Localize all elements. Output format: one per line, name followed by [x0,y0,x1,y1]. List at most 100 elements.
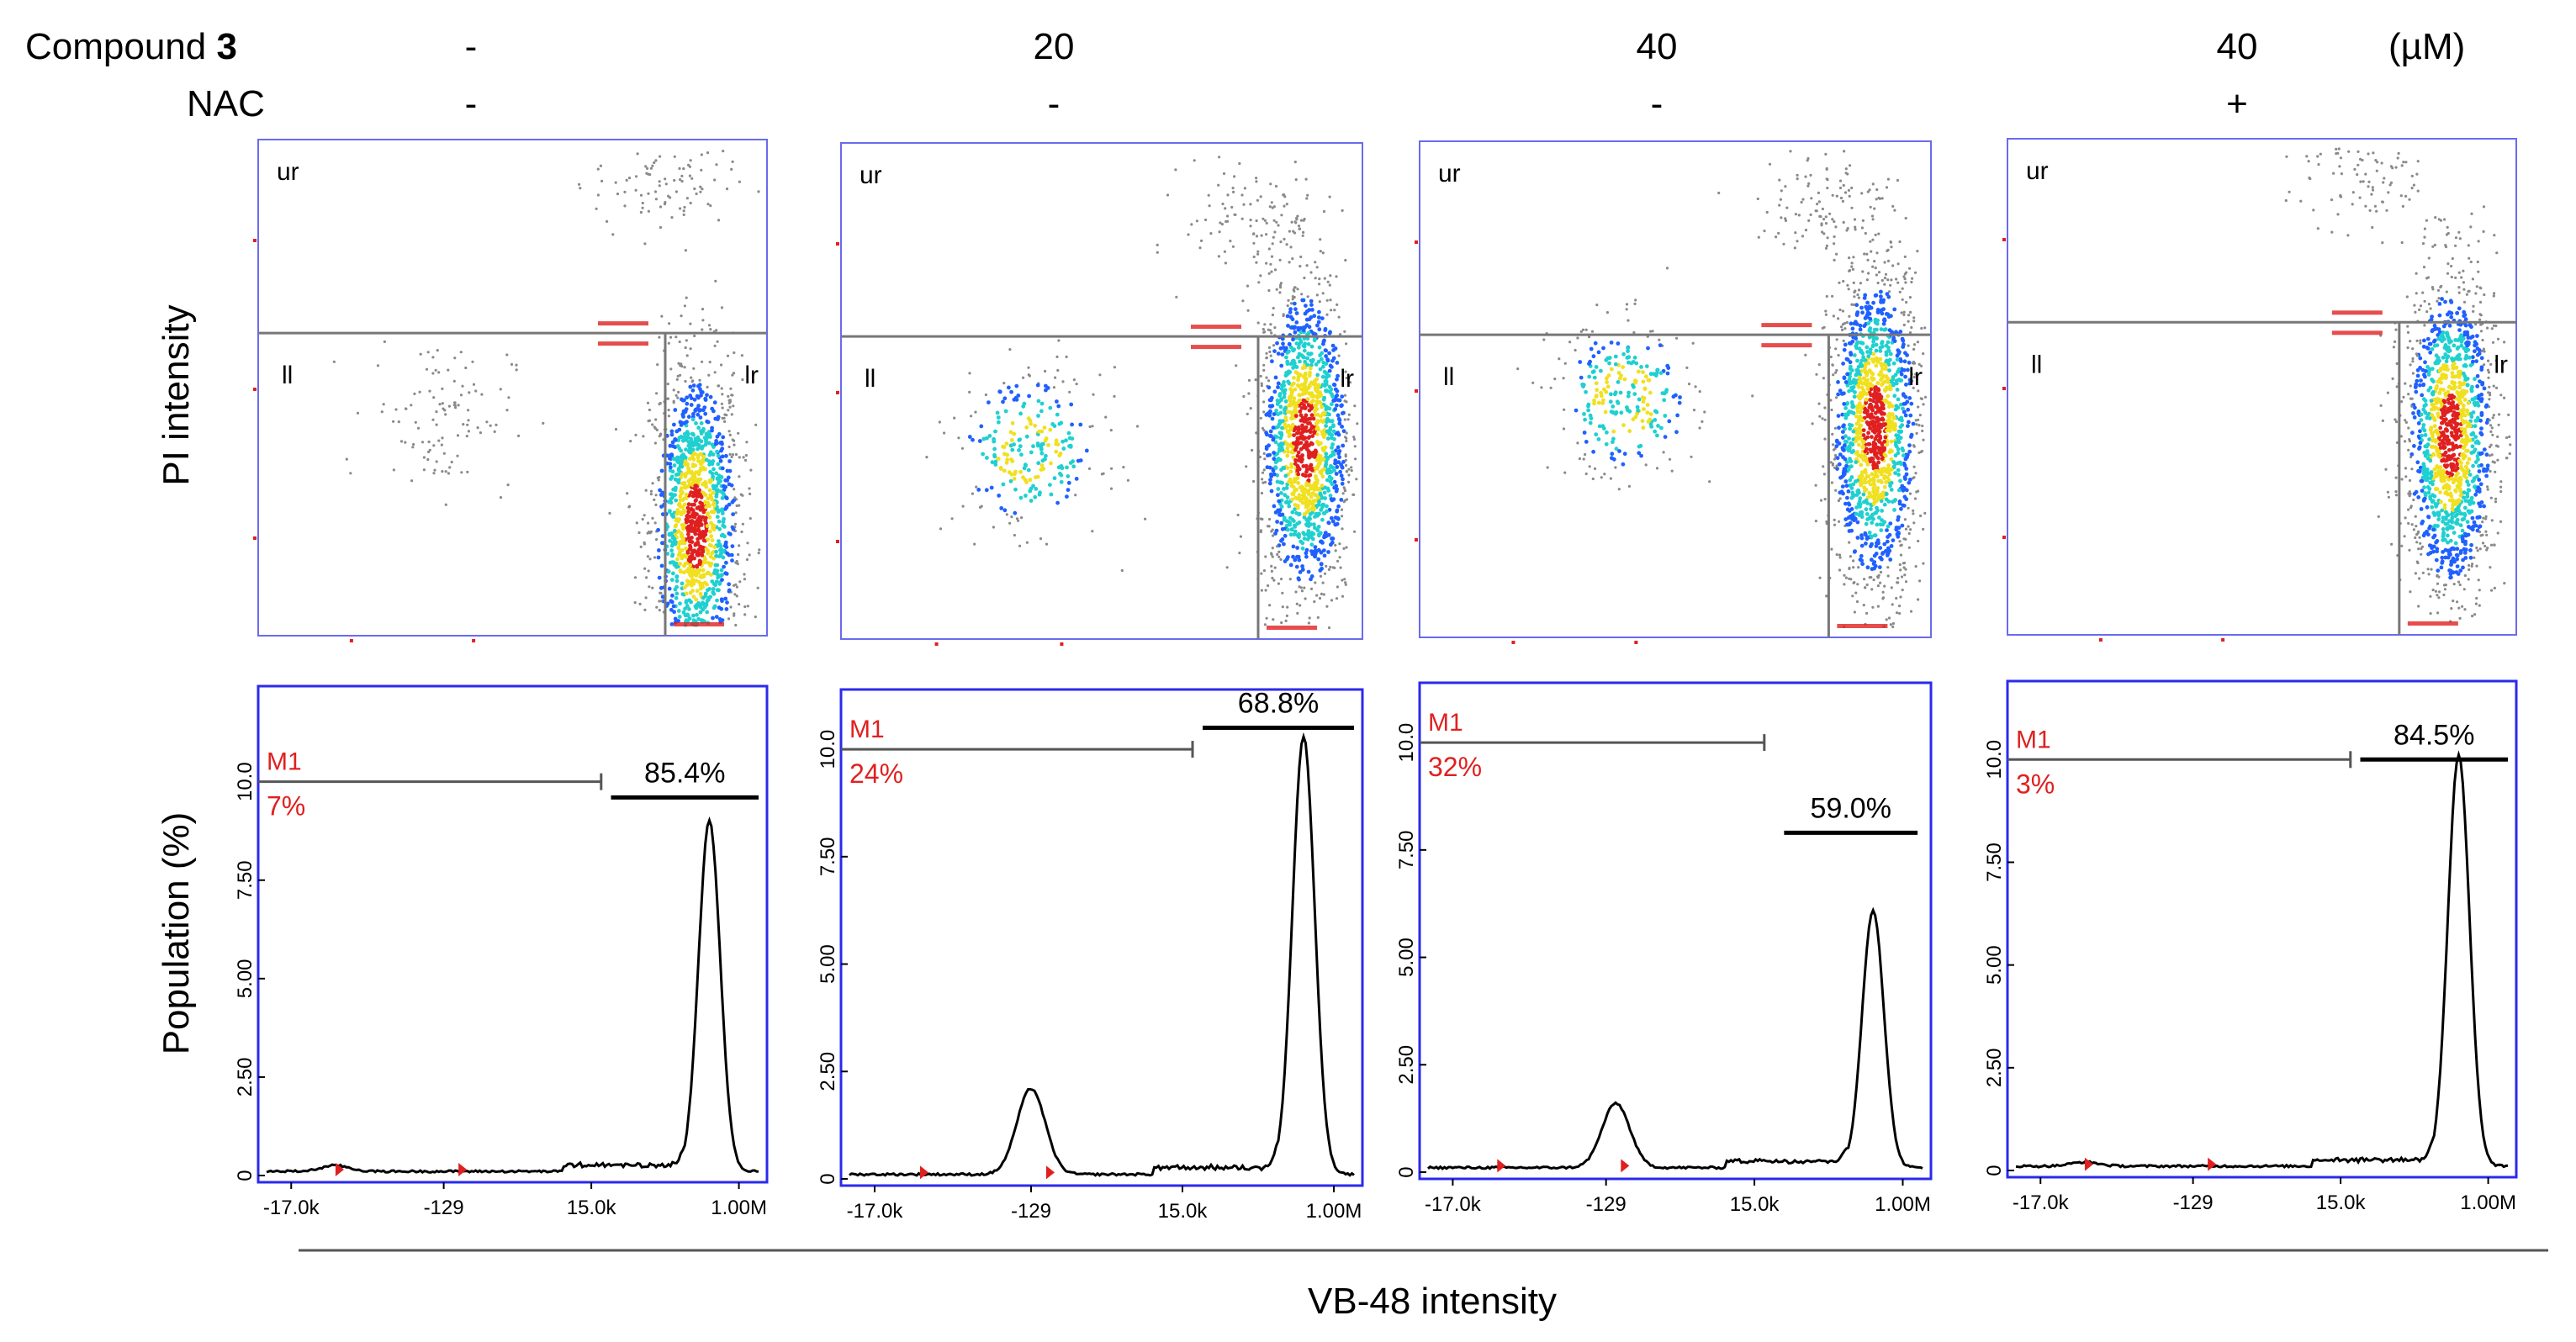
scatter-point-1 [698,591,703,596]
scatter-point-3 [1920,397,1923,400]
scatter-point-3 [1840,484,1845,489]
scatter-point-3 [1765,210,1769,214]
scatter-point-3 [1854,511,1859,516]
scatter-point-1 [754,423,758,426]
scatter-point-3 [1848,520,1853,526]
scatter-point-1 [695,602,700,607]
scatter-point-3 [1886,463,1891,468]
scatter-point-2 [1267,525,1271,528]
scatter-point-3 [1842,279,1845,283]
scatter-point-2 [1277,419,1283,424]
scatter-point-1 [383,340,386,343]
scatter-point-3 [1576,441,1579,445]
scatter-point-3 [1858,435,1863,439]
scatter-point-2 [1290,497,1294,502]
scatter-point-2 [1255,180,1258,183]
scatter-point-1 [737,431,740,435]
scatter-point-3 [1591,369,1596,374]
scatter-point-2 [1330,482,1335,487]
scatter-point-2 [1288,325,1293,330]
scatter-point-2 [1048,427,1053,432]
scatter-point-2 [1278,404,1283,409]
scatter-point-3 [1605,384,1611,389]
scatter-point-2 [1298,585,1301,589]
scatter-point-3 [1817,200,1821,203]
scatter-point-1 [399,440,404,443]
scatter-point-3 [1870,520,1875,526]
scatter-point-1 [728,433,732,437]
scatter-point-1 [715,449,719,454]
scatter-point-2 [1267,584,1270,588]
scatter-point-3 [1897,499,1902,504]
scatter-point-3 [1616,380,1621,384]
scatter-point-2 [981,436,986,441]
scatter-point-1 [638,602,642,606]
scatter-point-3 [1882,484,1887,489]
scatter-point-2 [1187,233,1190,236]
scatter-point-3 [1810,197,1813,200]
scatter-point-2 [1337,315,1341,319]
scatter-point-3 [1876,496,1881,501]
scatter-point-2 [1322,411,1327,416]
scatter-point-3 [1804,175,1807,178]
scatter-point-2 [1087,467,1092,471]
scatter-point-1 [697,579,701,584]
scatter-point-2 [1331,424,1336,429]
scatter-point-3 [1882,542,1887,547]
scatter-point-3 [1833,258,1836,262]
scatter-point-2 [1282,380,1286,384]
scatter-point-2 [1344,455,1347,458]
scatter-point-3 [1912,320,1916,323]
scatter-point-1 [717,605,722,610]
scatter-point-3 [1860,351,1865,356]
scatter-point-3 [1879,370,1883,374]
scatter-point-1 [690,443,696,448]
scatter-point-2 [1347,413,1351,416]
scatter-point-1 [654,198,659,201]
scatter-point-2 [1329,469,1334,474]
scatter-point-2 [1285,527,1290,532]
scatter-point-3 [1540,386,1543,389]
scatter-point-1 [721,416,724,420]
scatter-point-3 [1864,304,1869,309]
scatter-point-2 [1309,362,1314,367]
scatter-point-1 [710,442,715,447]
scatter-point-3 [1850,206,1854,209]
scatter-point-1 [676,478,681,483]
scatter-point-2 [1330,309,1333,312]
scatter-point-3 [1863,362,1868,367]
scatter-point-1 [684,379,687,383]
scatter-point-3 [1857,296,1860,299]
scatter-point-3 [1876,409,1881,414]
scatter-point-2 [1294,496,1299,501]
scatter-xtick-2-2 [1060,642,1064,646]
scatter-point-3 [1889,468,1894,472]
scatter-point-1 [698,574,703,579]
scatter-point-2 [1320,592,1323,596]
scatter-point-1 [696,477,701,482]
scatter-point-1 [648,585,651,589]
scatter-point-2 [1054,438,1059,443]
scatter-point-1 [718,573,722,579]
scatter-point-2 [1039,442,1045,446]
scatter-point-1 [680,453,685,458]
scatter-point-2 [1263,480,1267,484]
scatter-point-3 [1848,566,1851,570]
scatter-point-2 [1315,487,1320,492]
scatter-point-2 [1175,295,1178,299]
scatter-point-1 [696,547,701,552]
scatter-point-3 [1918,579,1922,583]
scatter-point-1 [692,527,697,532]
scatter-point-3 [1621,351,1626,357]
scatter-point-1 [686,502,691,507]
scatter-point-3 [1856,419,1861,424]
scatter-point-3 [1633,378,1637,383]
scatter-point-1 [682,213,685,216]
scatter-point-2 [1304,446,1309,452]
scatter-point-2 [1310,394,1315,399]
scatter-point-3 [1826,187,1829,190]
scatter-point-3 [1908,267,1912,270]
scatter-point-2 [1039,447,1044,452]
scatter-point-2 [1002,508,1008,513]
scatter-point-3 [1889,439,1894,444]
